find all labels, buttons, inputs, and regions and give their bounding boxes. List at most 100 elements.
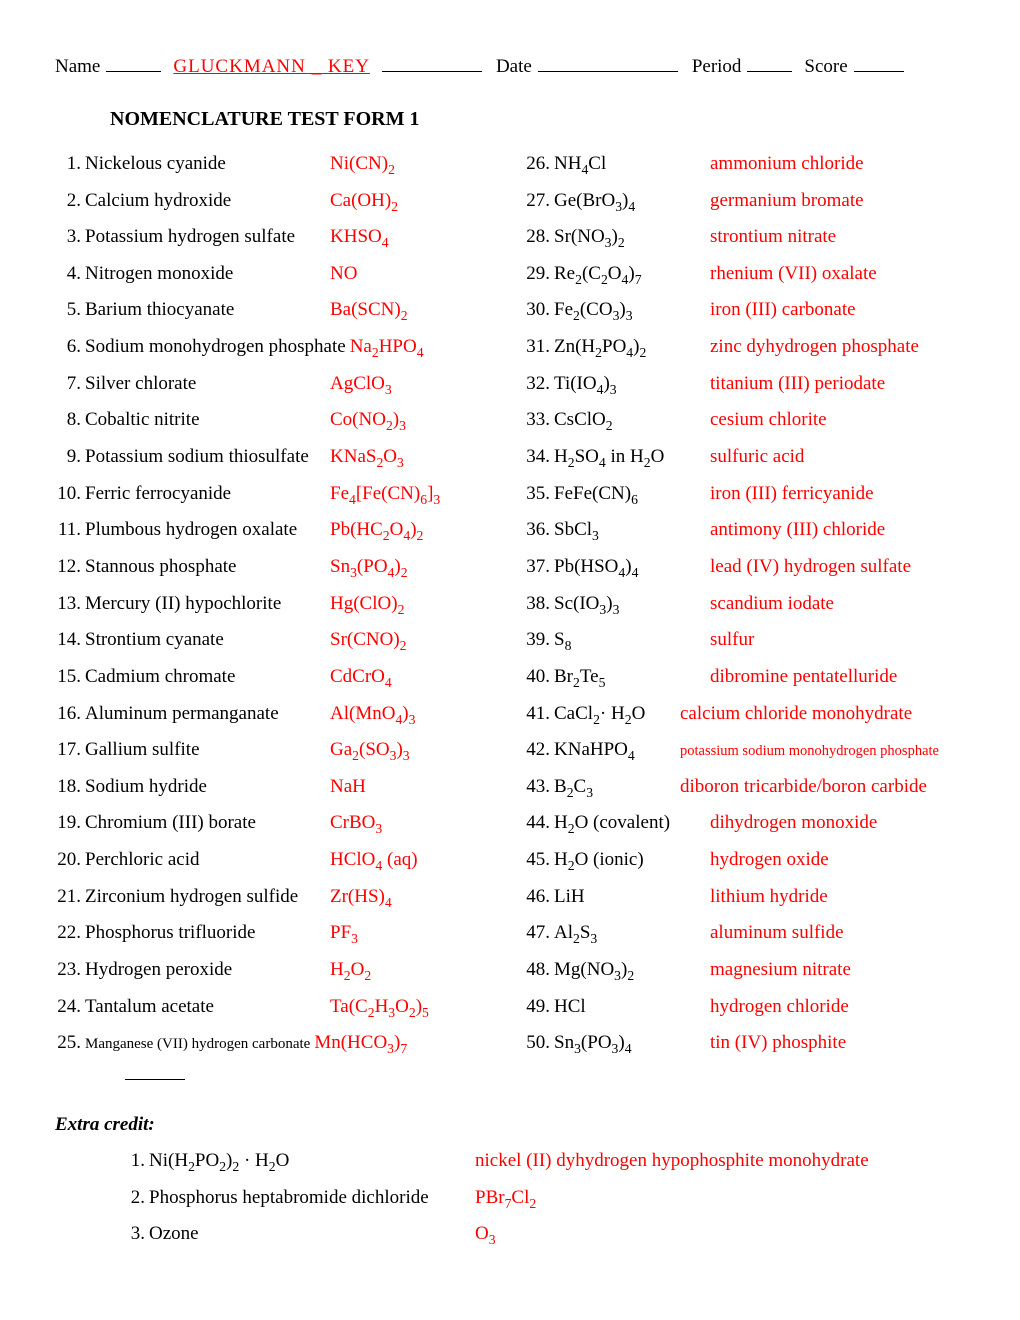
question-text: H2O (ionic) bbox=[554, 847, 710, 873]
question-number: 13. bbox=[55, 591, 85, 617]
answer-text: Ba(SCN)2 bbox=[330, 297, 500, 323]
question-row: 23. Hydrogen peroxideH2O2 bbox=[55, 957, 500, 983]
question-row: 5.Barium thiocyanateBa(SCN)2 bbox=[55, 297, 500, 323]
answer-text: sulfur bbox=[710, 627, 965, 653]
answer-text: potassium sodium monohydrogen phosphate bbox=[680, 737, 965, 763]
answer-text: lithium hydride bbox=[710, 884, 965, 910]
answer-text: hydrogen chloride bbox=[710, 994, 965, 1020]
question-text: Calcium hydroxide bbox=[85, 188, 330, 214]
question-row: 2.Phosphorus heptabromide dichloridePBr7… bbox=[125, 1185, 965, 1211]
question-row: 35.FeFe(CN)6iron (III) ferricyanide bbox=[520, 481, 965, 507]
question-number: 24. bbox=[55, 994, 85, 1020]
question-text: Silver chlorate bbox=[85, 371, 330, 397]
question-number: 39. bbox=[520, 627, 554, 653]
answer-text: Al(MnO4)3 bbox=[330, 701, 500, 727]
answer-text: ammonium chloride bbox=[710, 151, 965, 177]
question-number: 45. bbox=[520, 847, 554, 873]
question-row: 26. NH4Clammonium chloride bbox=[520, 151, 965, 177]
question-text: Pb(HSO4)4 bbox=[554, 554, 710, 580]
score-label: Score bbox=[804, 56, 847, 78]
answer-text: AgClO3 bbox=[330, 371, 500, 397]
question-number: 23. bbox=[55, 957, 85, 983]
question-row: 28. Sr(NO3)2strontium nitrate bbox=[520, 224, 965, 250]
answer-text: CdCrO4 bbox=[330, 664, 500, 690]
answer-text: antimony (III) chloride bbox=[710, 517, 965, 543]
question-number: 27. bbox=[520, 188, 554, 214]
question-text: S8 bbox=[554, 627, 710, 653]
question-text: NH4Cl bbox=[554, 151, 710, 177]
question-number: 30. bbox=[520, 297, 554, 323]
header-line: Name GLUCKMANN _ KEY Date Period Score bbox=[55, 50, 965, 78]
answer-text: Sn3(PO4)2 bbox=[330, 554, 500, 580]
answer-text: sulfuric acid bbox=[710, 444, 965, 470]
question-text: Chromium (III) borate bbox=[85, 810, 330, 836]
question-number: 3. bbox=[55, 224, 85, 250]
question-number: 3. bbox=[125, 1221, 149, 1247]
answer-text: Ga2(SO3)3 bbox=[330, 737, 500, 763]
answer-text: Mn(HCO3)7 bbox=[314, 1030, 407, 1056]
answer-text: calcium chloride monohydrate bbox=[680, 701, 965, 727]
question-row: 8.Cobaltic nitriteCo(NO2)3 bbox=[55, 407, 500, 433]
answer-text: iron (III) ferricyanide bbox=[710, 481, 965, 507]
question-text: Tantalum acetate bbox=[85, 994, 330, 1020]
question-number: 22. bbox=[55, 920, 85, 946]
right-column: 26. NH4Clammonium chloride 27. Ge(BrO3)4g… bbox=[520, 151, 965, 1067]
question-row: 3.Potassium hydrogen sulfateKHSO4 bbox=[55, 224, 500, 250]
question-text: B2C3 bbox=[554, 774, 680, 800]
question-text: H2SO4 in H2O bbox=[554, 444, 710, 470]
question-text: Fe2(CO3)3 bbox=[554, 297, 710, 323]
question-row: 12.Stannous phosphateSn3(PO4)2 bbox=[55, 554, 500, 580]
question-number: 46. bbox=[520, 884, 554, 910]
answer-text: Sr(CNO)2 bbox=[330, 627, 500, 653]
question-text: Manganese (VII) hydrogen carbonate bbox=[85, 1030, 314, 1056]
question-text: Perchloric acid bbox=[85, 847, 330, 873]
key-name: GLUCKMANN _ KEY bbox=[167, 56, 376, 78]
question-row: 27. Ge(BrO3)4germanium bromate bbox=[520, 188, 965, 214]
question-number: 1. bbox=[55, 151, 85, 177]
question-text: H2O (covalent) bbox=[554, 810, 710, 836]
question-number: 29. bbox=[520, 261, 554, 287]
answer-text: PF3 bbox=[330, 920, 500, 946]
answer-text: NaH bbox=[330, 774, 500, 800]
question-number: 33. bbox=[520, 407, 554, 433]
question-row: 24. Tantalum acetateTa(C2H3O2)5 bbox=[55, 994, 500, 1020]
question-text: Stannous phosphate bbox=[85, 554, 330, 580]
answer-text: magnesium nitrate bbox=[710, 957, 965, 983]
question-row: 16. Aluminum permanganateAl(MnO4)3 bbox=[55, 701, 500, 727]
question-row: 15. Cadmium chromateCdCrO4 bbox=[55, 664, 500, 690]
question-row: 45.H2O (ionic)hydrogen oxide bbox=[520, 847, 965, 873]
question-row: 49.HClhydrogen chloride bbox=[520, 994, 965, 1020]
question-text: Potassium sodium thiosulfate bbox=[85, 444, 330, 470]
question-text: Ferric ferrocyanide bbox=[85, 481, 330, 507]
question-row: 3.OzoneO3 bbox=[125, 1221, 965, 1247]
question-number: 14. bbox=[55, 627, 85, 653]
question-text: Sc(IO3)3 bbox=[554, 591, 710, 617]
question-number: 38. bbox=[520, 591, 554, 617]
question-number: 7. bbox=[55, 371, 85, 397]
question-number: 10. bbox=[55, 481, 85, 507]
question-number: 11. bbox=[55, 517, 85, 543]
question-row: 37.Pb(HSO4)4lead (IV) hydrogen sulfate bbox=[520, 554, 965, 580]
question-row: 18. Sodium hydrideNaH bbox=[55, 774, 500, 800]
question-number: 17. bbox=[55, 737, 85, 763]
question-row: 31. Zn(H2PO4)2zinc dyhydrogen phosphate bbox=[520, 334, 965, 360]
extra-credit-title: Extra credit: bbox=[55, 1114, 965, 1136]
answer-text: strontium nitrate bbox=[710, 224, 965, 250]
columns: 1.Nickelous cyanideNi(CN)22.Calcium hydr… bbox=[55, 151, 965, 1067]
question-number: 32. bbox=[520, 371, 554, 397]
question-number: 16. bbox=[55, 701, 85, 727]
question-text: Strontium cyanate bbox=[85, 627, 330, 653]
question-text: CaCl2· H2O bbox=[554, 701, 680, 727]
question-row: 47.Al2S3aluminum sulfide bbox=[520, 920, 965, 946]
question-number: 40. bbox=[520, 664, 554, 690]
question-number: 37. bbox=[520, 554, 554, 580]
question-text: Ti(IO4)3 bbox=[554, 371, 710, 397]
question-row: 34. H2SO4 in H2Osulfuric acid bbox=[520, 444, 965, 470]
question-text: Nitrogen monoxide bbox=[85, 261, 330, 287]
question-number: 6. bbox=[55, 334, 85, 360]
question-number: 35. bbox=[520, 481, 554, 507]
question-text: Cadmium chromate bbox=[85, 664, 330, 690]
answer-text: Zr(HS)4 bbox=[330, 884, 500, 910]
answer-text: nickel (II) dyhydrogen hypophosphite mon… bbox=[475, 1148, 965, 1174]
question-text: Al2S3 bbox=[554, 920, 710, 946]
